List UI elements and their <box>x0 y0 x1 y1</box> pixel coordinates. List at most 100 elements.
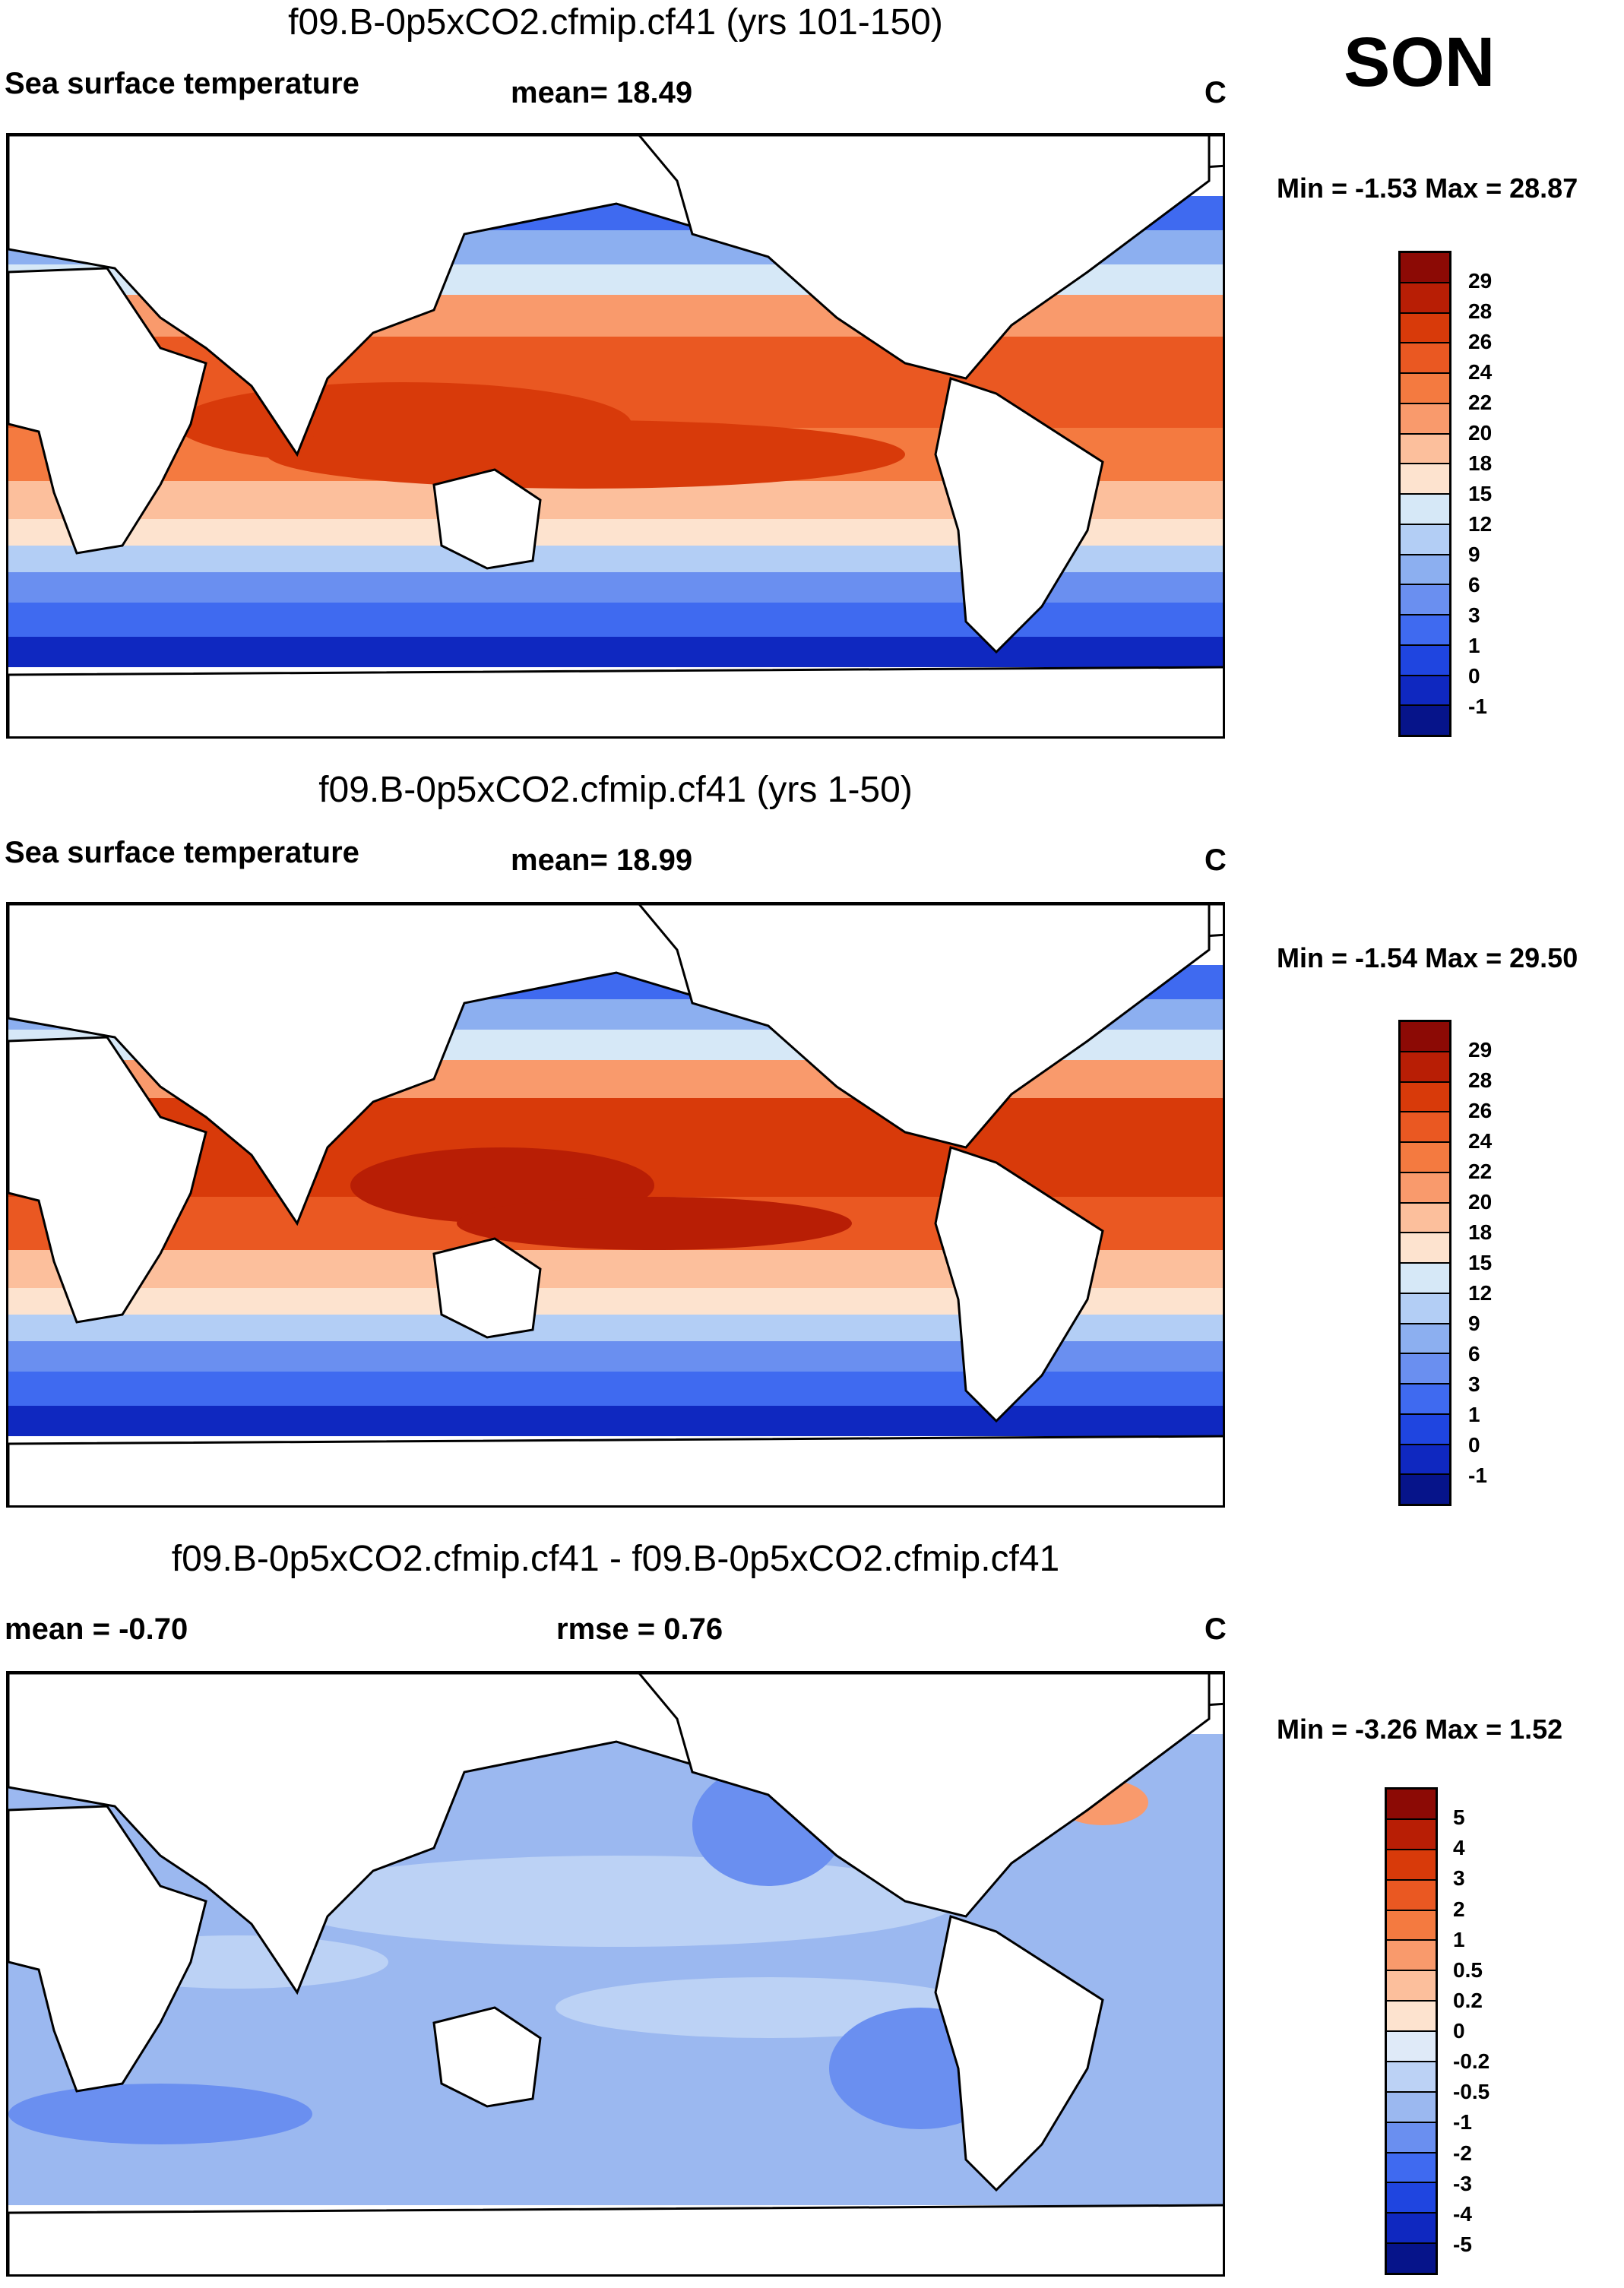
colorbar-level-label: 24 <box>1468 360 1493 384</box>
colorbar-level-label: 0 <box>1453 2019 1465 2043</box>
colorbar-swatch <box>1401 1354 1449 1385</box>
colorbar-level-label: 24 <box>1468 1129 1493 1153</box>
colorbar-level-label: -5 <box>1453 2232 1472 2256</box>
colorbar-swatch <box>1401 1203 1449 1234</box>
colorbar-level-label: 1 <box>1468 634 1480 657</box>
colorbar-level-label: 26 <box>1468 330 1493 353</box>
colorbar-level-label: 9 <box>1468 1312 1480 1335</box>
colorbar-swatch <box>1401 403 1449 435</box>
colorbar-level-label: 3 <box>1453 1866 1465 1891</box>
colorbar-swatch <box>1401 616 1449 646</box>
colorbar-level-label: 5 <box>1453 1805 1465 1830</box>
colorbar-level-label: 6 <box>1468 1342 1480 1366</box>
colorbar-swatch <box>1401 1414 1449 1445</box>
colorbar-level-label: 22 <box>1468 391 1493 414</box>
colorbar-level-label: 28 <box>1468 299 1493 323</box>
colorbar-swatch <box>1401 1293 1449 1324</box>
panel-2-title: f09.B-0p5xCO2.cfmip.cf41 (yrs 1-50) <box>318 770 913 810</box>
colorbar-level-label: -1 <box>1468 1464 1487 1487</box>
sst-map-panel-2 <box>8 904 1223 1505</box>
colorbar-level-label: -3 <box>1453 2171 1472 2195</box>
colorbar-swatch <box>1401 1022 1449 1052</box>
colorbar-level-label: 4 <box>1453 1836 1465 1860</box>
colorbar-level-label: 0.5 <box>1453 1957 1483 1982</box>
colorbar-swatch <box>1401 1475 1449 1504</box>
colorbar-swatch <box>1401 585 1449 616</box>
colorbar-level-label: -0.2 <box>1453 2049 1490 2074</box>
colorbar-level-label: 12 <box>1468 1281 1493 1305</box>
colorbar-swatch <box>1401 434 1449 465</box>
colorbar-level-label: 3 <box>1468 1372 1480 1396</box>
panel-1-minmax: Min = -1.53 Max = 28.87 <box>1277 172 1578 204</box>
colorbar-swatch <box>1401 645 1449 676</box>
colorbar-swatch <box>1387 1971 1436 2002</box>
panel-3-colorbar <box>1385 1787 1438 2275</box>
colorbar-swatch <box>1387 2002 1436 2032</box>
panel-3-units-label: C <box>1205 1612 1227 1646</box>
panel-2-minmax: Min = -1.54 Max = 29.50 <box>1277 942 1578 973</box>
colorbar-swatch <box>1401 524 1449 555</box>
colorbar-swatch <box>1387 2122 1436 2154</box>
colorbar-swatch <box>1401 313 1449 344</box>
colorbar-swatch <box>1401 464 1449 495</box>
colorbar-swatch <box>1387 2032 1436 2062</box>
panel-1-colorbar <box>1398 251 1451 737</box>
colorbar-swatch <box>1387 1790 1436 1820</box>
colorbar-swatch <box>1401 1445 1449 1476</box>
colorbar-swatch <box>1401 706 1449 735</box>
colorbar-level-label: 15 <box>1468 482 1493 505</box>
sst-map-panel-1 <box>8 135 1223 736</box>
colorbar-level-label: 28 <box>1468 1068 1493 1092</box>
panel-3-title: f09.B-0p5xCO2.cfmip.cf41 - f09.B-0p5xCO2… <box>171 1539 1060 1579</box>
colorbar-swatch <box>1387 2183 1436 2214</box>
panel-3-minmax: Min = -3.26 Max = 1.52 <box>1277 1714 1563 1745</box>
colorbar-level-label: -1 <box>1453 2110 1472 2135</box>
colorbar-swatch <box>1401 676 1449 707</box>
colorbar-level-label: -2 <box>1453 2141 1472 2165</box>
colorbar-swatch <box>1387 1819 1436 1850</box>
panel-3-mean-label: mean = -0.70 <box>5 1612 188 1646</box>
colorbar-swatch <box>1401 555 1449 586</box>
colorbar-level-label: 3 <box>1468 603 1480 627</box>
colorbar-swatch <box>1387 2244 1436 2273</box>
colorbar-swatch <box>1387 1941 1436 1972</box>
colorbar-level-label: 15 <box>1468 1251 1493 1274</box>
colorbar-swatch <box>1401 1172 1449 1204</box>
colorbar-level-label: 29 <box>1468 269 1493 293</box>
panel-1-variable-label: Sea surface temperature <box>5 67 359 100</box>
panel-2-colorbar <box>1398 1020 1451 1506</box>
panel-2-units-label: C <box>1205 843 1227 877</box>
colorbar-level-label: 1 <box>1453 1927 1465 1951</box>
difference-map-panel-3 <box>8 1673 1223 2274</box>
colorbar-swatch <box>1401 1143 1449 1173</box>
colorbar-swatch <box>1401 283 1449 314</box>
colorbar-swatch <box>1401 1052 1449 1083</box>
panel-2-map <box>6 902 1225 1508</box>
colorbar-level-label: 0 <box>1468 664 1480 688</box>
colorbar-swatch <box>1387 1880 1436 1911</box>
colorbar-swatch <box>1401 1233 1449 1264</box>
panel-1-mean-label: mean= 18.49 <box>511 76 693 109</box>
colorbar-swatch <box>1401 343 1449 374</box>
colorbar-swatch <box>1401 1112 1449 1143</box>
colorbar-swatch <box>1387 2153 1436 2184</box>
season-label: SON <box>1344 24 1496 101</box>
panel-3-rmse-label: rmse = 0.76 <box>556 1612 723 1646</box>
colorbar-swatch <box>1387 2092 1436 2123</box>
panel-3-map <box>6 1671 1225 2277</box>
colorbar-swatch <box>1401 1324 1449 1355</box>
panel-2-mean-label: mean= 18.99 <box>511 843 693 877</box>
colorbar-level-label: 29 <box>1468 1038 1493 1062</box>
colorbar-level-label: 12 <box>1468 512 1493 536</box>
colorbar-swatch <box>1387 1850 1436 1881</box>
colorbar-level-label: 18 <box>1468 451 1493 475</box>
panel-2-variable-label: Sea surface temperature <box>5 836 359 869</box>
colorbar-level-label: -0.5 <box>1453 2080 1490 2104</box>
colorbar-swatch <box>1401 374 1449 404</box>
colorbar-level-label: 20 <box>1468 1190 1493 1214</box>
colorbar-level-label: 0 <box>1468 1433 1480 1457</box>
colorbar-swatch <box>1387 2062 1436 2093</box>
colorbar-level-label: 6 <box>1468 573 1480 597</box>
colorbar-level-label: -1 <box>1468 695 1487 718</box>
panel-1-map <box>6 133 1225 739</box>
